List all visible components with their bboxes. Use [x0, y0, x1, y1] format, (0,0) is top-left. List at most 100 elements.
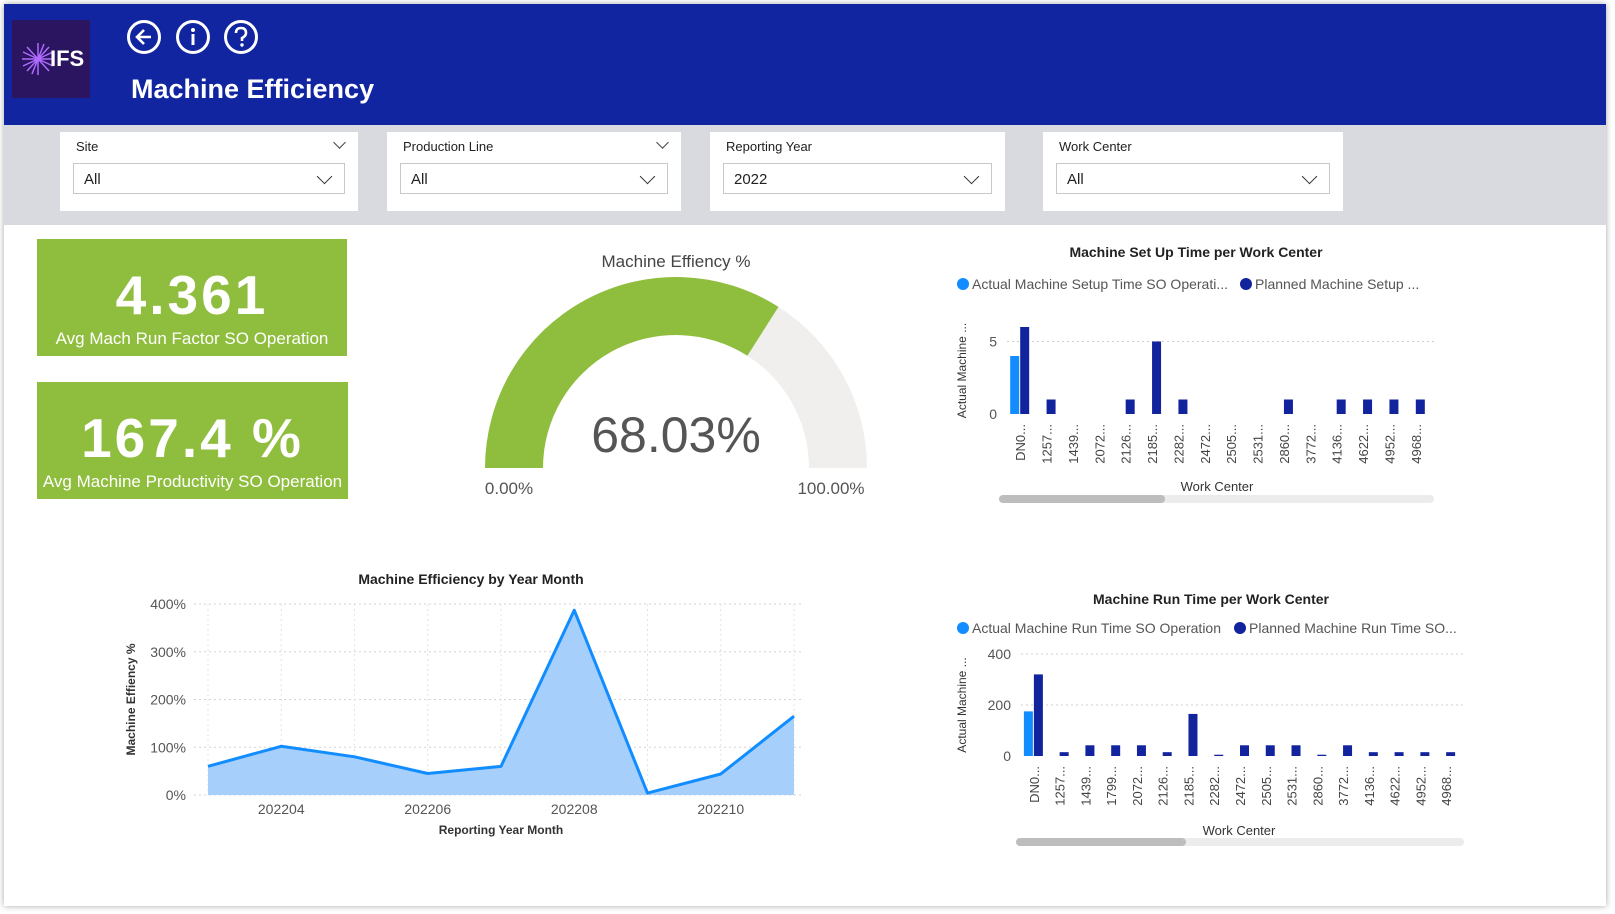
x-tick-label: 1257... — [1053, 766, 1068, 806]
bar — [1317, 754, 1327, 756]
x-tick-label: 202210 — [697, 801, 744, 817]
x-tick-label: DN0... — [1027, 766, 1042, 803]
bar — [1125, 399, 1135, 414]
dashboard-frame: IFS Machine Efficiency Site All Producti… — [4, 4, 1606, 906]
work-center-dropdown[interactable]: All — [1056, 163, 1330, 194]
arrow-left-icon — [135, 29, 151, 45]
x-tick-label: 2860... — [1277, 424, 1292, 464]
ifs-logo: IFS — [12, 20, 90, 98]
chevron-down-icon — [639, 168, 656, 185]
scrollbar-thumb[interactable] — [1016, 838, 1186, 846]
production-line-dropdown[interactable]: All — [400, 163, 668, 194]
bar — [1363, 399, 1373, 414]
x-tick-label: 1799... — [1104, 766, 1119, 806]
x-tick-label: 4952... — [1413, 766, 1428, 806]
x-tick-label: 2505... — [1224, 424, 1239, 464]
logo-text: IFS — [50, 46, 85, 71]
x-tick-label: 202206 — [404, 801, 451, 817]
collapse-chevron-icon[interactable] — [656, 136, 669, 149]
bar — [1214, 754, 1224, 756]
x-tick-label: 4136... — [1362, 766, 1377, 806]
x-tick-label: 2126... — [1119, 424, 1134, 464]
x-axis-label: Reporting Year Month — [439, 823, 563, 837]
y-axis-label: Actual Machine ... — [955, 657, 969, 752]
scrollbar-thumb[interactable] — [999, 495, 1165, 503]
production-line-slicer-label: Production Line — [403, 139, 494, 154]
bar — [1240, 745, 1249, 756]
x-tick-label: 2472... — [1198, 424, 1213, 464]
bar — [1010, 356, 1020, 414]
x-axis-label: Work Center — [1203, 823, 1276, 838]
reporting-year-slicer-label: Reporting Year — [726, 139, 813, 154]
production-line-slicer: Production Line All — [387, 132, 681, 211]
collapse-chevron-icon[interactable] — [333, 136, 346, 149]
legend-label: Planned Machine Run Time SO... — [1249, 620, 1457, 636]
chart-title: Machine Efficiency by Year Month — [358, 571, 583, 587]
bar — [1085, 745, 1095, 756]
help-button[interactable] — [224, 20, 258, 54]
gauge-value: 68.03% — [591, 407, 761, 463]
info-icon — [191, 28, 195, 45]
y-tick-label: 200 — [988, 697, 1012, 713]
x-tick-label: 2072... — [1092, 424, 1107, 464]
bar — [1162, 752, 1172, 756]
reporting-year-dropdown[interactable]: 2022 — [723, 163, 992, 194]
x-tick-label: 3772... — [1336, 766, 1351, 806]
efficiency-trend-chart: Machine Efficiency by Year Month 0% 100% 20… — [124, 571, 804, 837]
reporting-year-slicer: Reporting Year 2022 — [710, 132, 1005, 211]
bar — [1020, 327, 1030, 414]
x-tick-label: 4952... — [1382, 424, 1397, 464]
run-time-chart: Machine Run Time per Work Center Actual M… — [955, 591, 1465, 846]
work-center-dropdown-value: All — [1067, 171, 1084, 188]
y-tick-label: 0 — [989, 406, 997, 422]
bar — [1023, 711, 1033, 756]
site-dropdown[interactable]: All — [73, 163, 345, 194]
y-axis-label: Machine Effiency % — [124, 643, 138, 755]
bar — [1136, 745, 1146, 756]
x-tick-label: 2505... — [1259, 766, 1274, 806]
logo-burst-icon — [22, 43, 54, 75]
bar — [1188, 713, 1198, 756]
x-axis-label: Work Center — [1181, 479, 1254, 494]
help-icon — [234, 26, 248, 47]
x-tick-label: 2185... — [1181, 766, 1196, 806]
back-button[interactable] — [127, 20, 161, 54]
work-center-slicer: Work Center All — [1043, 132, 1343, 211]
bar — [1368, 752, 1378, 756]
work-center-slicer-label: Work Center — [1059, 139, 1132, 154]
bar — [1059, 752, 1069, 756]
bar — [1291, 745, 1301, 756]
bar — [1420, 752, 1430, 756]
legend-marker — [957, 278, 969, 290]
bar — [1152, 341, 1162, 414]
chart-title: Machine Run Time per Work Center — [1093, 591, 1330, 607]
bar — [1336, 399, 1346, 414]
kpi-value: 4.361 — [115, 264, 269, 326]
legend-marker — [1234, 622, 1246, 634]
legend-label: Actual Machine Setup Time SO Operati... — [972, 276, 1228, 292]
x-tick-label: 2282... — [1207, 766, 1222, 806]
bar — [1415, 399, 1425, 414]
kpi-card-productivity: 167.4 % Avg Machine Productivity SO Oper… — [37, 382, 348, 499]
x-tick-label: 4622... — [1356, 424, 1371, 464]
info-button[interactable] — [176, 20, 210, 54]
y-tick-label: 5 — [989, 334, 997, 350]
bar — [1265, 745, 1275, 756]
x-tick-label: 2185... — [1145, 424, 1160, 464]
legend-marker — [1240, 278, 1252, 290]
chevron-down-icon — [316, 168, 333, 185]
setup-time-chart: Machine Set Up Time per Work Center Actua… — [955, 244, 1435, 503]
y-tick-label: 0% — [166, 787, 186, 803]
page-title: Machine Efficiency — [131, 74, 375, 104]
y-axis-label: Actual Machine ... — [955, 323, 969, 418]
gauge-max-label: 100.00% — [797, 479, 864, 498]
x-tick-label: 1257... — [1040, 424, 1055, 464]
bar — [1111, 745, 1121, 756]
header-bar: IFS Machine Efficiency — [4, 4, 1606, 125]
production-line-dropdown-value: All — [411, 171, 428, 188]
chevron-down-icon — [963, 168, 980, 185]
site-dropdown-value: All — [84, 171, 101, 188]
kpi-label: Avg Mach Run Factor SO Operation — [55, 329, 329, 348]
y-tick-label: 400 — [988, 646, 1012, 662]
x-tick-label: 202204 — [258, 801, 305, 817]
